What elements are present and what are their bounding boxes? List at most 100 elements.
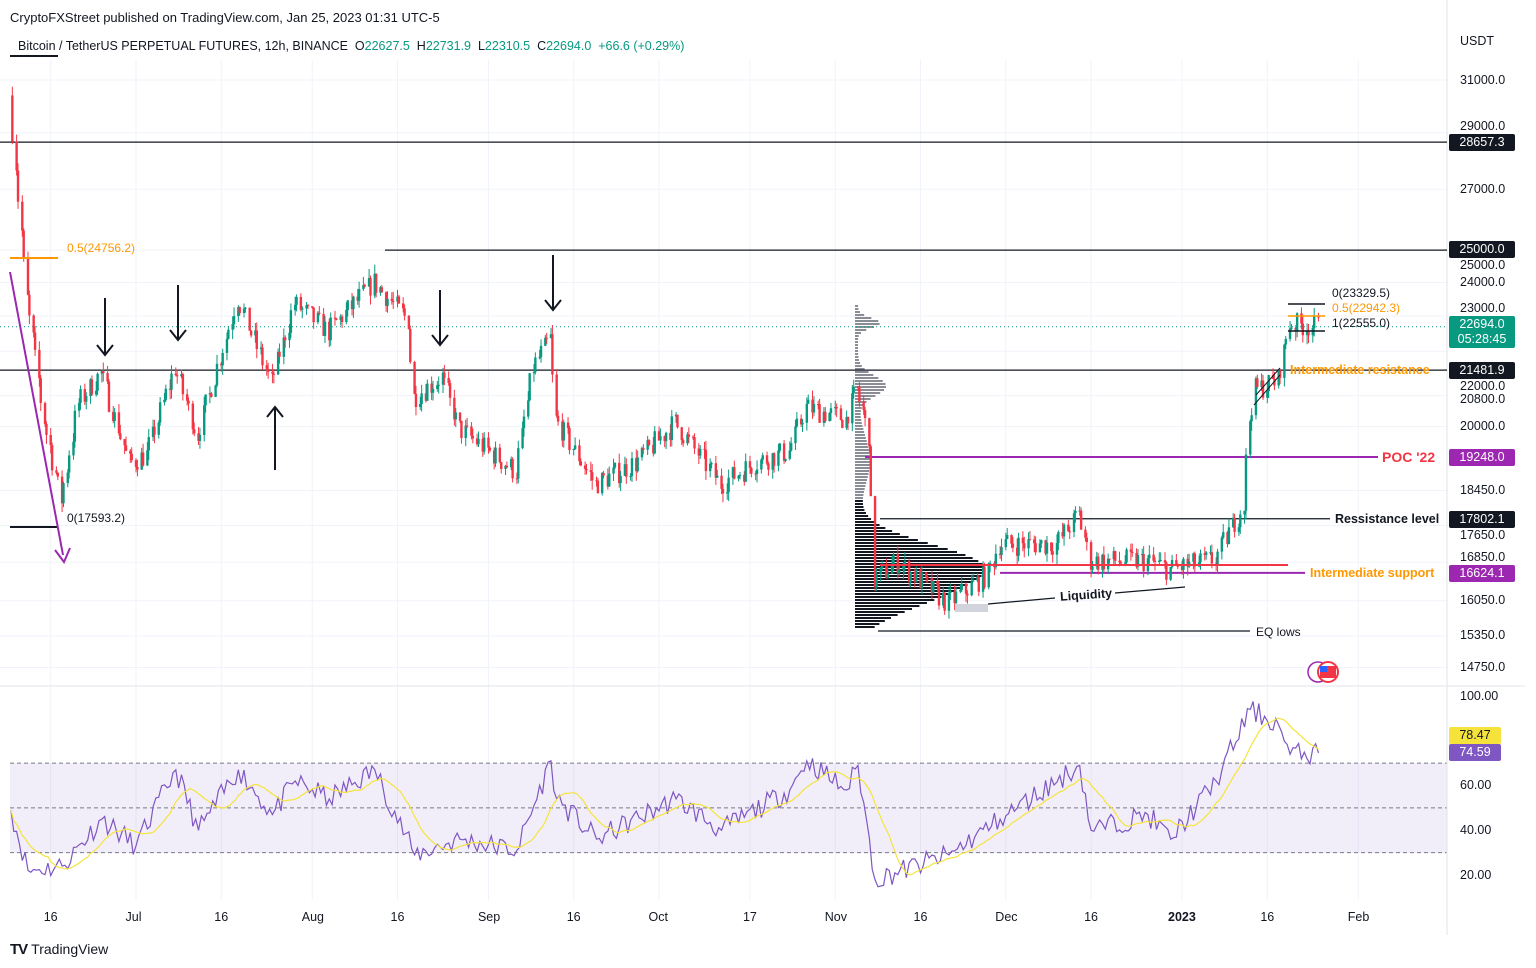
volume-profile-bar	[855, 338, 859, 340]
arrow-down-icon	[544, 255, 562, 312]
candle	[174, 373, 177, 376]
volume-profile-bar	[855, 416, 861, 418]
rsi-value-badge: 74.59	[1449, 744, 1501, 761]
candle	[551, 334, 554, 375]
candle	[994, 553, 998, 568]
candle	[470, 426, 473, 436]
candle	[642, 448, 645, 450]
symbol-title[interactable]: Bitcoin / TetherUS PERPETUAL FUTURES, 12…	[18, 39, 348, 53]
candle	[1165, 562, 1168, 580]
candle	[772, 453, 776, 466]
candle	[1158, 560, 1161, 562]
time-tick-label: 17	[742, 910, 757, 924]
candle	[198, 435, 202, 441]
candle	[1091, 566, 1094, 570]
candle	[210, 393, 213, 397]
candle	[1084, 529, 1087, 538]
candle	[1159, 560, 1162, 562]
candle	[43, 402, 47, 424]
time-tick-label: 2023	[1168, 910, 1196, 924]
candle	[811, 399, 814, 413]
volume-profile-bar	[855, 455, 870, 457]
volume-profile-bar	[855, 533, 900, 535]
candle	[1010, 534, 1013, 544]
candle	[464, 425, 467, 439]
candle	[778, 443, 782, 451]
candle	[761, 455, 764, 460]
volume-profile-bar	[855, 581, 974, 583]
candle	[807, 399, 810, 404]
candle	[556, 415, 560, 422]
currency-label: USDT	[1460, 34, 1495, 48]
candle	[1283, 344, 1286, 378]
candle	[663, 436, 666, 442]
candle	[851, 393, 854, 424]
price-tick-label: 17650.0	[1460, 528, 1506, 542]
candle	[214, 385, 217, 397]
candle	[96, 373, 99, 391]
eq-lows-label: EQ lows	[1256, 625, 1301, 639]
candle	[1307, 330, 1310, 336]
candle	[488, 447, 492, 451]
candle	[414, 393, 418, 408]
brand-name: TradingView	[31, 941, 109, 957]
candle	[475, 438, 479, 445]
volume-profile-bar	[855, 392, 881, 394]
candle	[539, 345, 543, 358]
candle	[293, 304, 297, 311]
volume-profile-bar	[855, 599, 935, 601]
candle	[106, 373, 109, 382]
candle	[261, 347, 264, 366]
candle	[1222, 532, 1225, 538]
candle	[45, 423, 48, 435]
candle	[232, 316, 236, 325]
candle	[1277, 370, 1280, 386]
candle	[164, 388, 168, 400]
candle	[482, 437, 486, 452]
candle	[333, 317, 337, 319]
candle	[220, 363, 223, 366]
candle	[1290, 327, 1293, 329]
candle	[1271, 375, 1275, 379]
candle	[676, 414, 679, 428]
candle	[77, 402, 81, 411]
volume-profile-bar	[855, 551, 958, 553]
candle	[1226, 532, 1229, 545]
candle	[1125, 549, 1128, 563]
volume-profile-bar	[855, 413, 861, 415]
candle	[1233, 517, 1236, 532]
volume-profile-bar	[855, 371, 869, 373]
candle	[339, 316, 342, 320]
candle	[22, 230, 25, 259]
candle	[925, 572, 928, 577]
volume-profile-bar	[855, 422, 862, 424]
tradingview-logo[interactable]: TV TradingView	[10, 941, 108, 958]
volume-profile-bar	[855, 560, 979, 562]
candle	[977, 576, 980, 592]
candle	[566, 422, 570, 428]
candle	[119, 433, 122, 440]
candle	[11, 95, 14, 142]
candle	[203, 405, 206, 436]
candle	[340, 316, 344, 323]
candle	[704, 449, 708, 472]
candle	[498, 447, 502, 463]
candle	[55, 470, 58, 473]
candle	[249, 330, 253, 336]
candle	[187, 400, 190, 404]
price-tick-label: 24000.0	[1460, 275, 1506, 289]
candle	[272, 373, 276, 375]
candle	[947, 592, 951, 611]
candle	[953, 591, 956, 604]
candle	[1006, 534, 1009, 540]
candle	[1288, 328, 1292, 339]
candle	[335, 318, 338, 320]
candle	[799, 418, 803, 425]
candle	[89, 379, 92, 397]
candle	[38, 349, 41, 379]
candle	[612, 467, 615, 474]
volume-profile-bar	[855, 374, 874, 376]
candle	[21, 201, 24, 231]
candle	[869, 446, 872, 497]
